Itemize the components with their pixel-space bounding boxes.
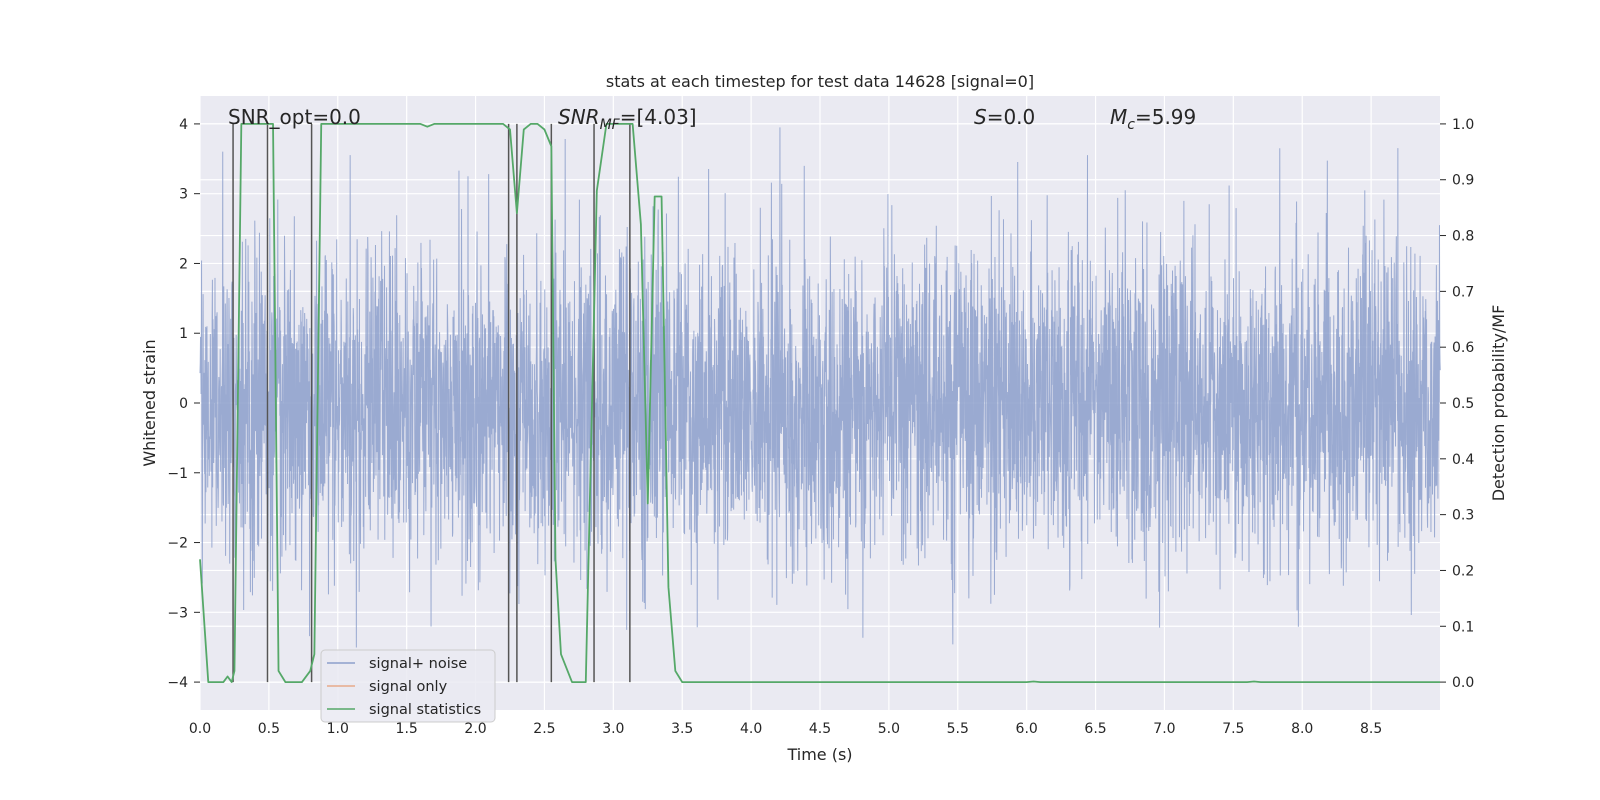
annotation-mc-sub: c [1127,117,1135,133]
x-tick-label: 0.0 [189,721,211,737]
y-tick-label-left: −3 [167,605,188,621]
y-tick-label-right: 0.0 [1452,675,1474,691]
annotation-mc: Mc=5.99 [1110,105,1196,133]
y-tick-label-right: 1.0 [1452,117,1474,133]
x-tick-label: 8.0 [1291,721,1313,737]
x-tick-label: 6.0 [1016,721,1038,737]
y-tick-label-right: 0.6 [1452,340,1474,356]
signal-noise-series [199,127,1441,648]
x-tick-label: 1.5 [396,721,418,737]
legend-label-signal-statistics: signal statistics [369,702,481,718]
annotation-snr-mf: SNRMF=[4.03] [558,105,697,133]
y-tick-label-left: −2 [167,536,188,552]
legend-label-signal-only: signal only [369,679,448,695]
x-axis-label: Time (s) [786,745,852,764]
annotation-snr-mf-main: SNR [558,105,600,129]
y-tick-label-right: 0.4 [1452,452,1474,468]
legend-box [320,649,496,723]
y-axis-label-left: Whitened strain [140,339,159,466]
x-tick-label: 5.0 [878,721,900,737]
y-tick-label-left: −1 [167,466,188,482]
y-axis-ticks-left: 4 3 2 1 0 −1 −2 −3 −4 [167,117,200,691]
legend: signal+ noise signal only signal statist… [320,649,496,723]
annotation-snr-mf-sub: MF [600,117,621,133]
y-tick-label-right: 0.3 [1452,508,1474,524]
annotation-s: S=0.0 [974,105,1035,129]
x-tick-label: 8.5 [1360,721,1382,737]
annotation-s-main: S [974,105,987,129]
x-tick-label: 4.5 [809,721,831,737]
y-tick-label-left: 4 [179,117,188,133]
annotation-s-value: =0.0 [987,105,1036,129]
annotation-mc-main: M [1110,105,1127,129]
y-tick-label-left: 1 [179,326,188,342]
y-tick-label-right: 0.7 [1452,284,1474,300]
x-tick-label: 7.5 [1222,721,1244,737]
signal-statistics-series [199,123,1440,683]
annotation-snr-mf-value: =[4.03] [620,105,697,129]
x-tick-label: 3.5 [671,721,693,737]
x-axis-ticks: 0.0 0.5 1.0 1.5 2.0 2.5 3.0 3.5 4.0 4.5 5.0 5.5 6.0 6… [189,721,1382,737]
y-tick-label-left: 3 [179,187,188,203]
legend-label-signal-noise: signal+ noise [369,656,467,672]
vertical-markers [232,123,631,683]
x-tick-label: 7.0 [1153,721,1175,737]
y-tick-label-left: 2 [179,256,188,272]
annotation-mc-value: =5.99 [1135,105,1196,129]
chart-title: stats at each timestep for test data 146… [606,72,1034,91]
annotation-snr-opt: SNR_opt=0.0 [228,105,361,129]
y-tick-label-right: 0.9 [1452,173,1474,189]
y-tick-label-right: 0.5 [1452,396,1474,412]
x-tick-label: 0.5 [258,721,280,737]
y-tick-label-right: 0.8 [1452,229,1474,245]
y-tick-label-left: 0 [179,396,188,412]
x-tick-label: 1.0 [327,721,349,737]
y-tick-label-left: −4 [167,675,188,691]
y-tick-label-right: 0.2 [1452,563,1474,579]
y-axis-ticks-right: 1.0 0.9 0.8 0.7 0.6 0.5 0.4 0.3 0.2 0.1 0.0 [1440,117,1474,691]
x-tick-label: 4.0 [740,721,762,737]
noise-line [199,127,1441,648]
x-tick-label: 5.5 [947,721,969,737]
y-axis-label-right: Detection probability/MF [1489,305,1508,502]
x-tick-label: 3.0 [602,721,624,737]
x-tick-label: 2.5 [533,721,555,737]
x-tick-label: 6.5 [1084,721,1106,737]
y-tick-label-right: 0.1 [1452,619,1474,635]
x-tick-label: 2.0 [464,721,486,737]
signal-statistics-line [199,123,1440,683]
